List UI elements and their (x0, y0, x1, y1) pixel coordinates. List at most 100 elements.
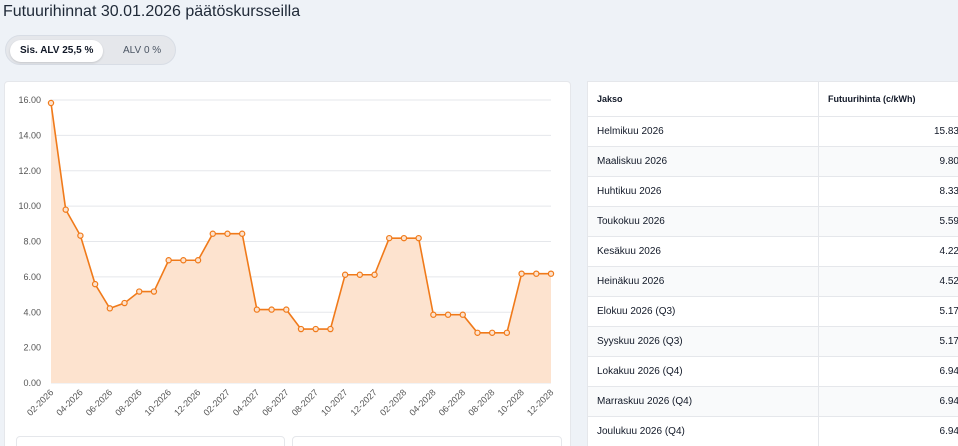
cell-price-container: 6.94 (818, 416, 958, 446)
data-point (106, 305, 114, 312)
data-point (356, 271, 364, 278)
data-point (371, 271, 378, 278)
table-row: Syyskuu 2026 (Q3) 5.17 (588, 326, 958, 357)
price-area (51, 103, 551, 384)
data-point (136, 288, 143, 295)
cell-price-container: 5.17 (818, 296, 958, 327)
x-tick-label: 10-2028 (496, 387, 526, 417)
data-point (238, 230, 246, 237)
x-tick-label: 08-2027 (290, 387, 320, 417)
y-tick-label: 14.00 (18, 130, 41, 140)
vat-included-button[interactable]: Sis. ALV 25,5 % (10, 40, 104, 62)
data-point (400, 234, 408, 242)
cell-period: Huhtikuu 2026 (588, 176, 819, 207)
x-tick-label: 04-2026 (54, 387, 84, 417)
data-point (488, 329, 496, 336)
data-point (297, 325, 305, 333)
y-tick-label: 4.00 (23, 307, 41, 317)
x-tick-label: 12-2026 (172, 387, 202, 417)
data-point (268, 306, 275, 313)
data-point (253, 306, 261, 313)
x-tick-label: 06-2026 (84, 387, 114, 417)
table-row: Helmikuu 2026 15.83 (588, 116, 958, 147)
y-tick-label: 10.00 (18, 201, 41, 211)
table-row: Huhtikuu 2026 8.33 (588, 176, 958, 207)
cell-price: 5.59 (939, 216, 958, 227)
cell-period: Lokakuu 2026 (Q4) (588, 356, 819, 387)
cell-period: Toukokuu 2026 (588, 206, 819, 237)
cell-price-container: 8.33 (818, 176, 958, 207)
vat-excluded-button[interactable]: ALV 0 % (113, 40, 171, 62)
data-point (150, 288, 158, 295)
price-line (50, 102, 551, 334)
data-point (533, 270, 540, 277)
x-tick-label: 10-2026 (143, 387, 173, 417)
x-tick-label: 10-2027 (319, 387, 349, 417)
x-tick-label: 12-2027 (349, 387, 379, 417)
cell-period: Marraskuu 2026 (Q4) (588, 386, 819, 417)
data-point (415, 234, 422, 242)
table-row: Marraskuu 2026 (Q4) 6.94 (588, 386, 958, 417)
x-tick-label: 02-2027 (201, 387, 231, 417)
cell-period: Joulukuu 2026 (Q4) (588, 416, 819, 446)
table-row: Joulukuu 2026 (Q4) 6.94 (588, 416, 958, 446)
x-tick-label: 04-2027 (231, 387, 261, 417)
data-point (386, 234, 393, 242)
data-point (121, 299, 128, 307)
cell-price-container: 5.17 (818, 326, 958, 357)
cell-price: 4.22 (939, 246, 958, 257)
data-point (312, 325, 319, 333)
data-point (77, 232, 84, 239)
vat-toggle: Sis. ALV 25,5 % ALV 0 % (5, 35, 176, 65)
cell-price: 6.94 (939, 366, 958, 377)
y-tick-label: 12.00 (18, 166, 41, 176)
cell-price-container: 4.52 (818, 266, 958, 297)
data-point (224, 230, 231, 237)
data-point (503, 329, 511, 336)
data-point (194, 257, 202, 264)
x-tick-label: 06-2027 (260, 387, 290, 417)
x-tick-label: 04-2028 (407, 387, 437, 417)
x-tick-label: 12-2028 (525, 387, 555, 417)
table-row: Heinäkuu 2026 4.52 (588, 266, 958, 297)
info-card-left (16, 436, 285, 446)
x-tick-label: 08-2026 (113, 387, 143, 417)
x-tick-label: 02-2028 (378, 387, 408, 417)
cell-period: Heinäkuu 2026 (588, 266, 819, 297)
y-tick-label: 8.00 (23, 237, 41, 247)
cell-price: 15.83 (933, 126, 958, 137)
cell-price: 6.94 (939, 396, 958, 407)
futures-price-chart: 0.00 2.00 4.00 6.00 8.00 10.00 12.00 14.00 16.00… (18, 95, 555, 418)
cell-price-container: 15.83 (818, 116, 958, 147)
table-header-row: Jakso Futuurihinta (c/kWh) (588, 82, 958, 117)
column-header-period[interactable]: Jakso (588, 82, 819, 117)
cell-price-container: 6.94 (818, 386, 958, 417)
y-tick-label: 2.00 (23, 343, 41, 353)
table-row: Lokakuu 2026 (Q4) 6.94 (588, 356, 958, 387)
column-header-price[interactable]: Futuurihinta (c/kWh) (818, 82, 958, 117)
cell-price: 4.52 (939, 276, 958, 287)
y-tick-label: 6.00 (23, 272, 41, 282)
data-point (474, 329, 481, 336)
data-point (341, 271, 349, 278)
info-card-right (292, 436, 562, 446)
data-point (165, 257, 172, 264)
cell-period: Elokuu 2026 (Q3) (588, 296, 819, 327)
cell-price: 6.94 (939, 426, 958, 437)
data-point (62, 206, 69, 213)
y-tick-label: 0.00 (23, 378, 41, 388)
cell-price-container: 9.80 (818, 146, 958, 177)
data-point (209, 230, 216, 237)
cell-price-container: 5.59 (818, 206, 958, 237)
data-point (518, 270, 525, 277)
chart-card: 0.00 2.00 4.00 6.00 8.00 10.00 12.00 14.00 16.00… (4, 81, 571, 446)
data-point (180, 257, 187, 264)
cell-price: 5.17 (939, 336, 958, 347)
data-point (47, 99, 55, 107)
cell-period: Helmikuu 2026 (588, 116, 819, 147)
x-tick-label: 02-2026 (25, 387, 55, 417)
data-point (283, 306, 290, 313)
page-title: Futuurihinnat 30.01.2026 päätöskursseill… (3, 3, 301, 20)
cell-period: Syyskuu 2026 (Q3) (588, 326, 819, 357)
